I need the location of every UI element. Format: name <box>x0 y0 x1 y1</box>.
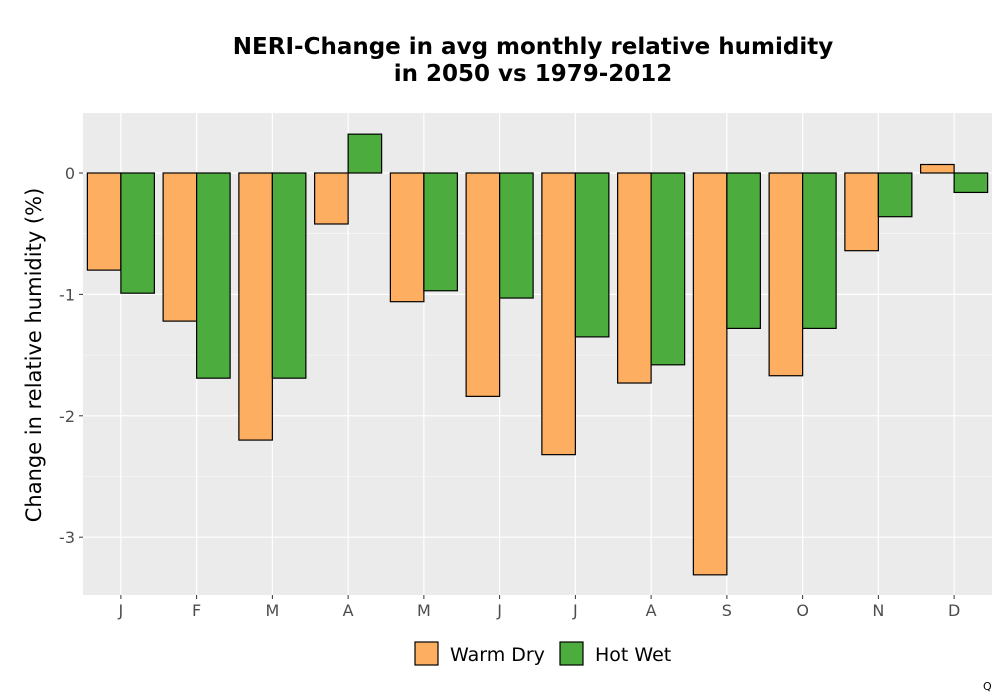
minor-gridlines <box>83 233 992 477</box>
plot-background <box>83 113 992 595</box>
y-tick-label: -3 <box>59 528 75 547</box>
bar-hot-wet-n <box>877 172 913 218</box>
bar-warm-dry-a <box>617 172 652 384</box>
chart-title-line-2: in 2050 vs 1979-2012 <box>394 61 673 87</box>
bar-warm-dry-s <box>692 172 728 576</box>
bar-warm-dry-d <box>920 163 955 174</box>
y-tick-label: -1 <box>59 285 75 304</box>
bar-warm-dry-m <box>389 172 425 303</box>
bar-hot-wet-m <box>271 172 307 379</box>
chart-title: NERI-Change in avg monthly relative humi… <box>233 34 833 87</box>
bar-hot-wet-a <box>650 172 686 366</box>
legend-swatch-warm-dry <box>414 641 439 666</box>
legend-label-warm-dry: Warm Dry <box>450 644 545 666</box>
bar-warm-dry-f <box>162 172 198 322</box>
y-axis-title: Change in relative humidity (%) <box>22 188 46 523</box>
bar-warm-dry-m <box>238 172 273 441</box>
bar-hot-wet-s <box>726 172 761 329</box>
x-tick-label: J <box>118 601 124 620</box>
y-tick-label: 0 <box>65 164 75 183</box>
bar-warm-dry-a <box>314 172 349 225</box>
bar-hot-wet-j <box>120 172 155 294</box>
legend: Warm Dry Hot Wet <box>414 641 671 666</box>
x-tick-label: M <box>265 601 279 620</box>
legend-swatch-hot-wet <box>559 641 584 666</box>
bar-hot-wet-a <box>347 133 383 174</box>
x-tick-label: N <box>872 601 884 620</box>
x-tick-label: M <box>417 601 431 620</box>
chart-title-line-1: NERI-Change in avg monthly relative humi… <box>233 34 833 60</box>
x-tick-label: J <box>572 601 578 620</box>
bar-hot-wet-j <box>574 172 610 338</box>
x-tick-label: O <box>796 601 809 620</box>
bar-warm-dry-j <box>86 172 122 271</box>
bars <box>86 133 989 576</box>
x-tick-label: A <box>343 601 354 620</box>
corner-mark: Q <box>983 680 992 693</box>
bar-hot-wet-m <box>423 172 458 292</box>
bar-hot-wet-o <box>802 172 837 329</box>
x-tick-label: F <box>192 601 201 620</box>
y-axis: 0 -1 -2 -3 <box>59 164 83 547</box>
bar-warm-dry-j <box>465 172 501 397</box>
bar-hot-wet-d <box>953 172 989 194</box>
x-tick-label: D <box>948 601 960 620</box>
bar-warm-dry-o <box>768 172 804 377</box>
x-tick-label: A <box>646 601 657 620</box>
y-tick-label: -2 <box>59 407 75 426</box>
x-tick-label: S <box>722 601 732 620</box>
bar-warm-dry-n <box>844 172 879 252</box>
bar-hot-wet-j <box>499 172 534 299</box>
legend-label-hot-wet: Hot Wet <box>595 644 671 666</box>
bar-warm-dry-j <box>541 172 576 456</box>
bar-hot-wet-f <box>196 172 231 379</box>
x-tick-label: J <box>496 601 502 620</box>
